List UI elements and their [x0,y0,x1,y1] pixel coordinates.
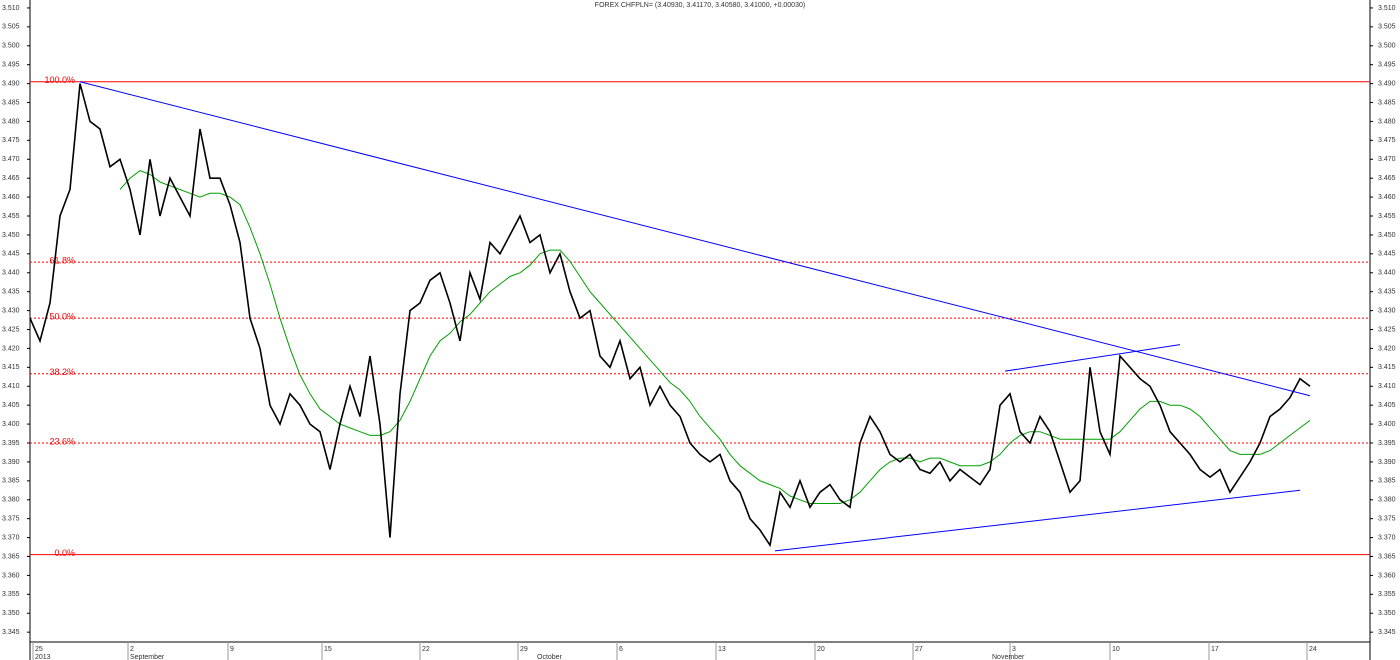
month-label: November [992,654,1025,660]
y-tick-label: 3.475 [2,137,20,144]
y-tick-label: 3.380 [1378,497,1396,504]
y-tick-label: 3.345 [2,629,20,636]
y-tick-label: 3.425 [2,326,20,333]
fib-label: 61.8% [49,256,75,266]
y-tick-label: 3.345 [1378,629,1396,636]
month-label: October [537,654,563,660]
y-tick-label: 3.485 [1378,99,1396,106]
y-tick-label: 3.490 [1378,80,1396,87]
y-tick-label: 3.425 [1378,326,1396,333]
x-tick-label: 2 [130,646,134,653]
y-tick-label: 3.400 [1378,421,1396,428]
x-tick-label: 17 [1211,646,1219,653]
y-tick-label: 3.470 [1378,156,1396,163]
y-tick-label: 3.500 [1378,43,1396,50]
y-tick-label: 3.455 [2,213,20,220]
y-tick-label: 3.415 [1378,364,1396,371]
y-tick-label: 3.355 [1378,591,1396,598]
y-tick-label: 3.375 [1378,516,1396,523]
y-tick-label: 3.435 [1378,289,1396,296]
fib-label: 0.0% [54,548,75,558]
x-tick-label: 24 [1309,646,1317,653]
y-tick-label: 3.465 [2,175,20,182]
x-tick-label: 6 [619,646,623,653]
y-tick-label: 3.365 [2,553,20,560]
x-tick-label: 22 [422,646,430,653]
y-tick-label: 3.380 [2,497,20,504]
y-tick-label: 3.510 [1378,5,1396,12]
y-tick-label: 3.360 [1378,572,1396,579]
y-tick-label: 3.495 [1378,62,1396,69]
y-tick-label: 3.450 [1378,232,1396,239]
trendline [1004,344,1181,372]
trendline [774,489,1301,552]
y-tick-label: 3.385 [2,478,20,485]
y-tick-label: 3.455 [1378,213,1396,220]
y-tick-label: 3.460 [1378,194,1396,201]
y-tick-label: 3.420 [2,345,20,352]
y-tick-label: 3.370 [2,534,20,541]
y-tick-label: 3.375 [2,516,20,523]
y-tick-label: 3.450 [2,232,20,239]
y-tick-label: 3.395 [1378,440,1396,447]
y-tick-label: 3.480 [1378,118,1396,125]
y-tick-label: 3.350 [1378,610,1396,617]
y-tick-label: 3.485 [2,99,20,106]
y-tick-label: 3.435 [2,289,20,296]
y-tick-label: 3.500 [2,43,20,50]
y-tick-label: 3.430 [2,307,20,314]
y-tick-label: 3.360 [2,572,20,579]
y-tick-label: 3.505 [1378,24,1396,31]
y-tick-label: 3.370 [1378,534,1396,541]
y-tick-label: 3.460 [2,194,20,201]
fib-label: 100.0% [44,75,75,85]
month-label: 2013 [35,654,51,660]
x-tick-label: 15 [324,646,332,653]
fib-label: 50.0% [49,312,75,322]
x-tick-label: 9 [230,646,234,653]
x-tick-label: 10 [1112,646,1120,653]
x-tick-label: 27 [915,646,923,653]
y-tick-label: 3.355 [2,591,20,598]
y-tick-label: 3.365 [1378,553,1396,560]
y-tick-label: 3.445 [2,251,20,258]
y-tick-label: 3.495 [2,62,20,69]
x-tick-label: 3 [1012,646,1016,653]
y-tick-label: 3.385 [1378,478,1396,485]
y-tick-label: 3.445 [1378,251,1396,258]
trendline [79,81,1311,397]
fib-label: 38.2% [49,367,75,377]
chart-title: FOREX CHFPLN= (3.40930, 3.41170, 3.40580… [595,2,805,9]
y-tick-label: 3.405 [2,402,20,409]
fib-label: 23.6% [49,436,75,446]
price-line [29,83,1311,548]
y-tick-label: 3.490 [2,80,20,87]
month-label: September [130,654,165,660]
y-tick-label: 3.410 [2,383,20,390]
y-tick-label: 3.430 [1378,307,1396,314]
y-tick-label: 3.465 [1378,175,1396,182]
y-tick-label: 3.505 [2,24,20,31]
x-tick-label: 20 [817,646,825,653]
y-tick-label: 3.390 [2,459,20,466]
y-tick-label: 3.470 [2,156,20,163]
y-tick-label: 3.390 [1378,459,1396,466]
x-tick-label: 13 [718,646,726,653]
y-tick-label: 3.405 [1378,402,1396,409]
y-tick-label: 3.475 [1378,137,1396,144]
y-tick-label: 3.480 [2,118,20,125]
y-tick-label: 3.510 [2,5,20,12]
y-tick-label: 3.350 [2,610,20,617]
x-tick-label: 25 [35,646,43,653]
y-tick-label: 3.410 [1378,383,1396,390]
y-tick-label: 3.440 [2,270,20,277]
y-tick-label: 3.415 [2,364,20,371]
x-tick-label: 29 [520,646,528,653]
y-tick-label: 3.400 [2,421,20,428]
y-tick-label: 3.395 [2,440,20,447]
y-tick-label: 3.440 [1378,270,1396,277]
y-tick-label: 3.420 [1378,345,1396,352]
